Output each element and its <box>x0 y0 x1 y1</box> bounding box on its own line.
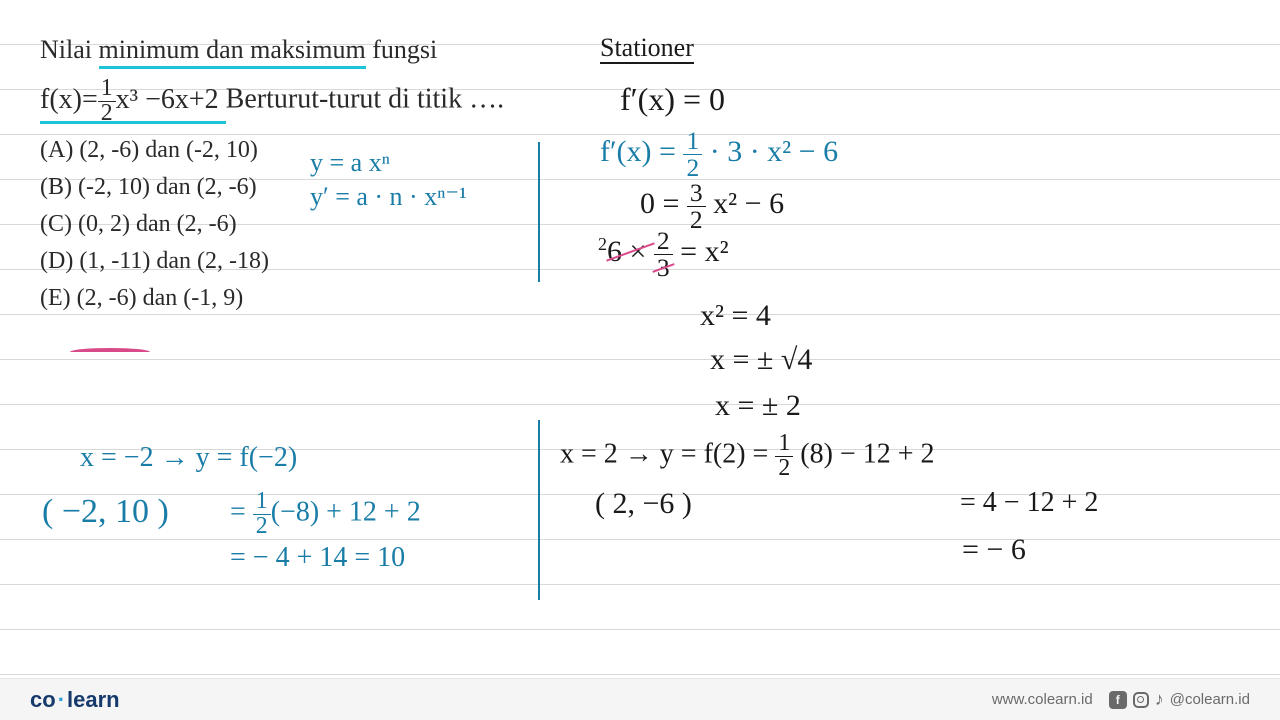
social-icons: f ♪ @colearn.id <box>1109 689 1250 710</box>
fx-label: f(x)= <box>40 84 98 115</box>
underlined-phrase: minimum dan maksimum <box>99 35 366 69</box>
logo-learn: learn <box>67 687 120 712</box>
solve-right-l2b: = 4 − 12 + 2 <box>960 484 1098 522</box>
solve-right-l1: x = 2 → y = f(2) = 12 (8) − 12 + 2 <box>560 432 935 481</box>
tiktok-icon: ♪ <box>1155 689 1164 710</box>
solve-left-l1: x = −2 → y = f(−2) <box>80 440 297 476</box>
logo-co: co <box>30 687 56 712</box>
solve-left-l3: = − 4 + 14 = 10 <box>230 540 405 576</box>
option-b: (B) (-2, 10) dan (2, -6) <box>40 169 1240 206</box>
footer-handle: @colearn.id <box>1170 691 1250 708</box>
footer-right: www.colearn.id f ♪ @colearn.id <box>992 689 1250 710</box>
option-e: (E) (2, -6) dan (-1, 9) <box>40 280 1240 317</box>
option-d: (D) (1, -11) dan (2, -18) <box>40 243 1240 280</box>
fraction-half: 12 <box>98 77 116 126</box>
red-underline-mark <box>70 348 150 356</box>
solve-right-l3: = − 6 <box>962 530 1026 571</box>
solve-right-point: ( 2, −6 ) <box>595 484 692 525</box>
logo-dot: · <box>58 687 65 712</box>
solve-left-l2b: = 12(−8) + 12 + 2 <box>230 490 421 539</box>
formula-tail: Berturut-turut di titik …. <box>226 84 504 115</box>
option-c: (C) (0, 2) dan (2, -6) <box>40 206 1240 243</box>
text: fungsi <box>366 35 438 64</box>
stationary-l7: x = ± 2 <box>715 386 801 427</box>
answer-options: (A) (2, -6) dan (-2, 10) (B) (-2, 10) da… <box>40 132 1240 318</box>
content-area: Nilai minimum dan maksimum fungsi f(x)=1… <box>0 0 1280 318</box>
colearn-logo: co·learn <box>30 687 120 713</box>
footer-bar: co·learn www.colearn.id f ♪ @colearn.id <box>0 678 1280 720</box>
facebook-icon: f <box>1109 691 1127 709</box>
formula-body: x³ −6x+2 <box>116 84 219 115</box>
instagram-icon <box>1133 692 1149 708</box>
option-a: (A) (2, -6) dan (-2, 10) <box>40 132 1240 169</box>
problem-formula: f(x)=12x³ −6x+2 Berturut-turut di titik … <box>40 77 1240 126</box>
text: Nilai <box>40 35 99 64</box>
problem-line1: Nilai minimum dan maksimum fungsi <box>40 30 1240 69</box>
stationary-l6: x = ± √4 <box>710 340 812 381</box>
solve-left-point: ( −2, 10 ) <box>42 490 169 534</box>
footer-url: www.colearn.id <box>992 691 1093 708</box>
vertical-divider-bottom <box>538 420 540 600</box>
